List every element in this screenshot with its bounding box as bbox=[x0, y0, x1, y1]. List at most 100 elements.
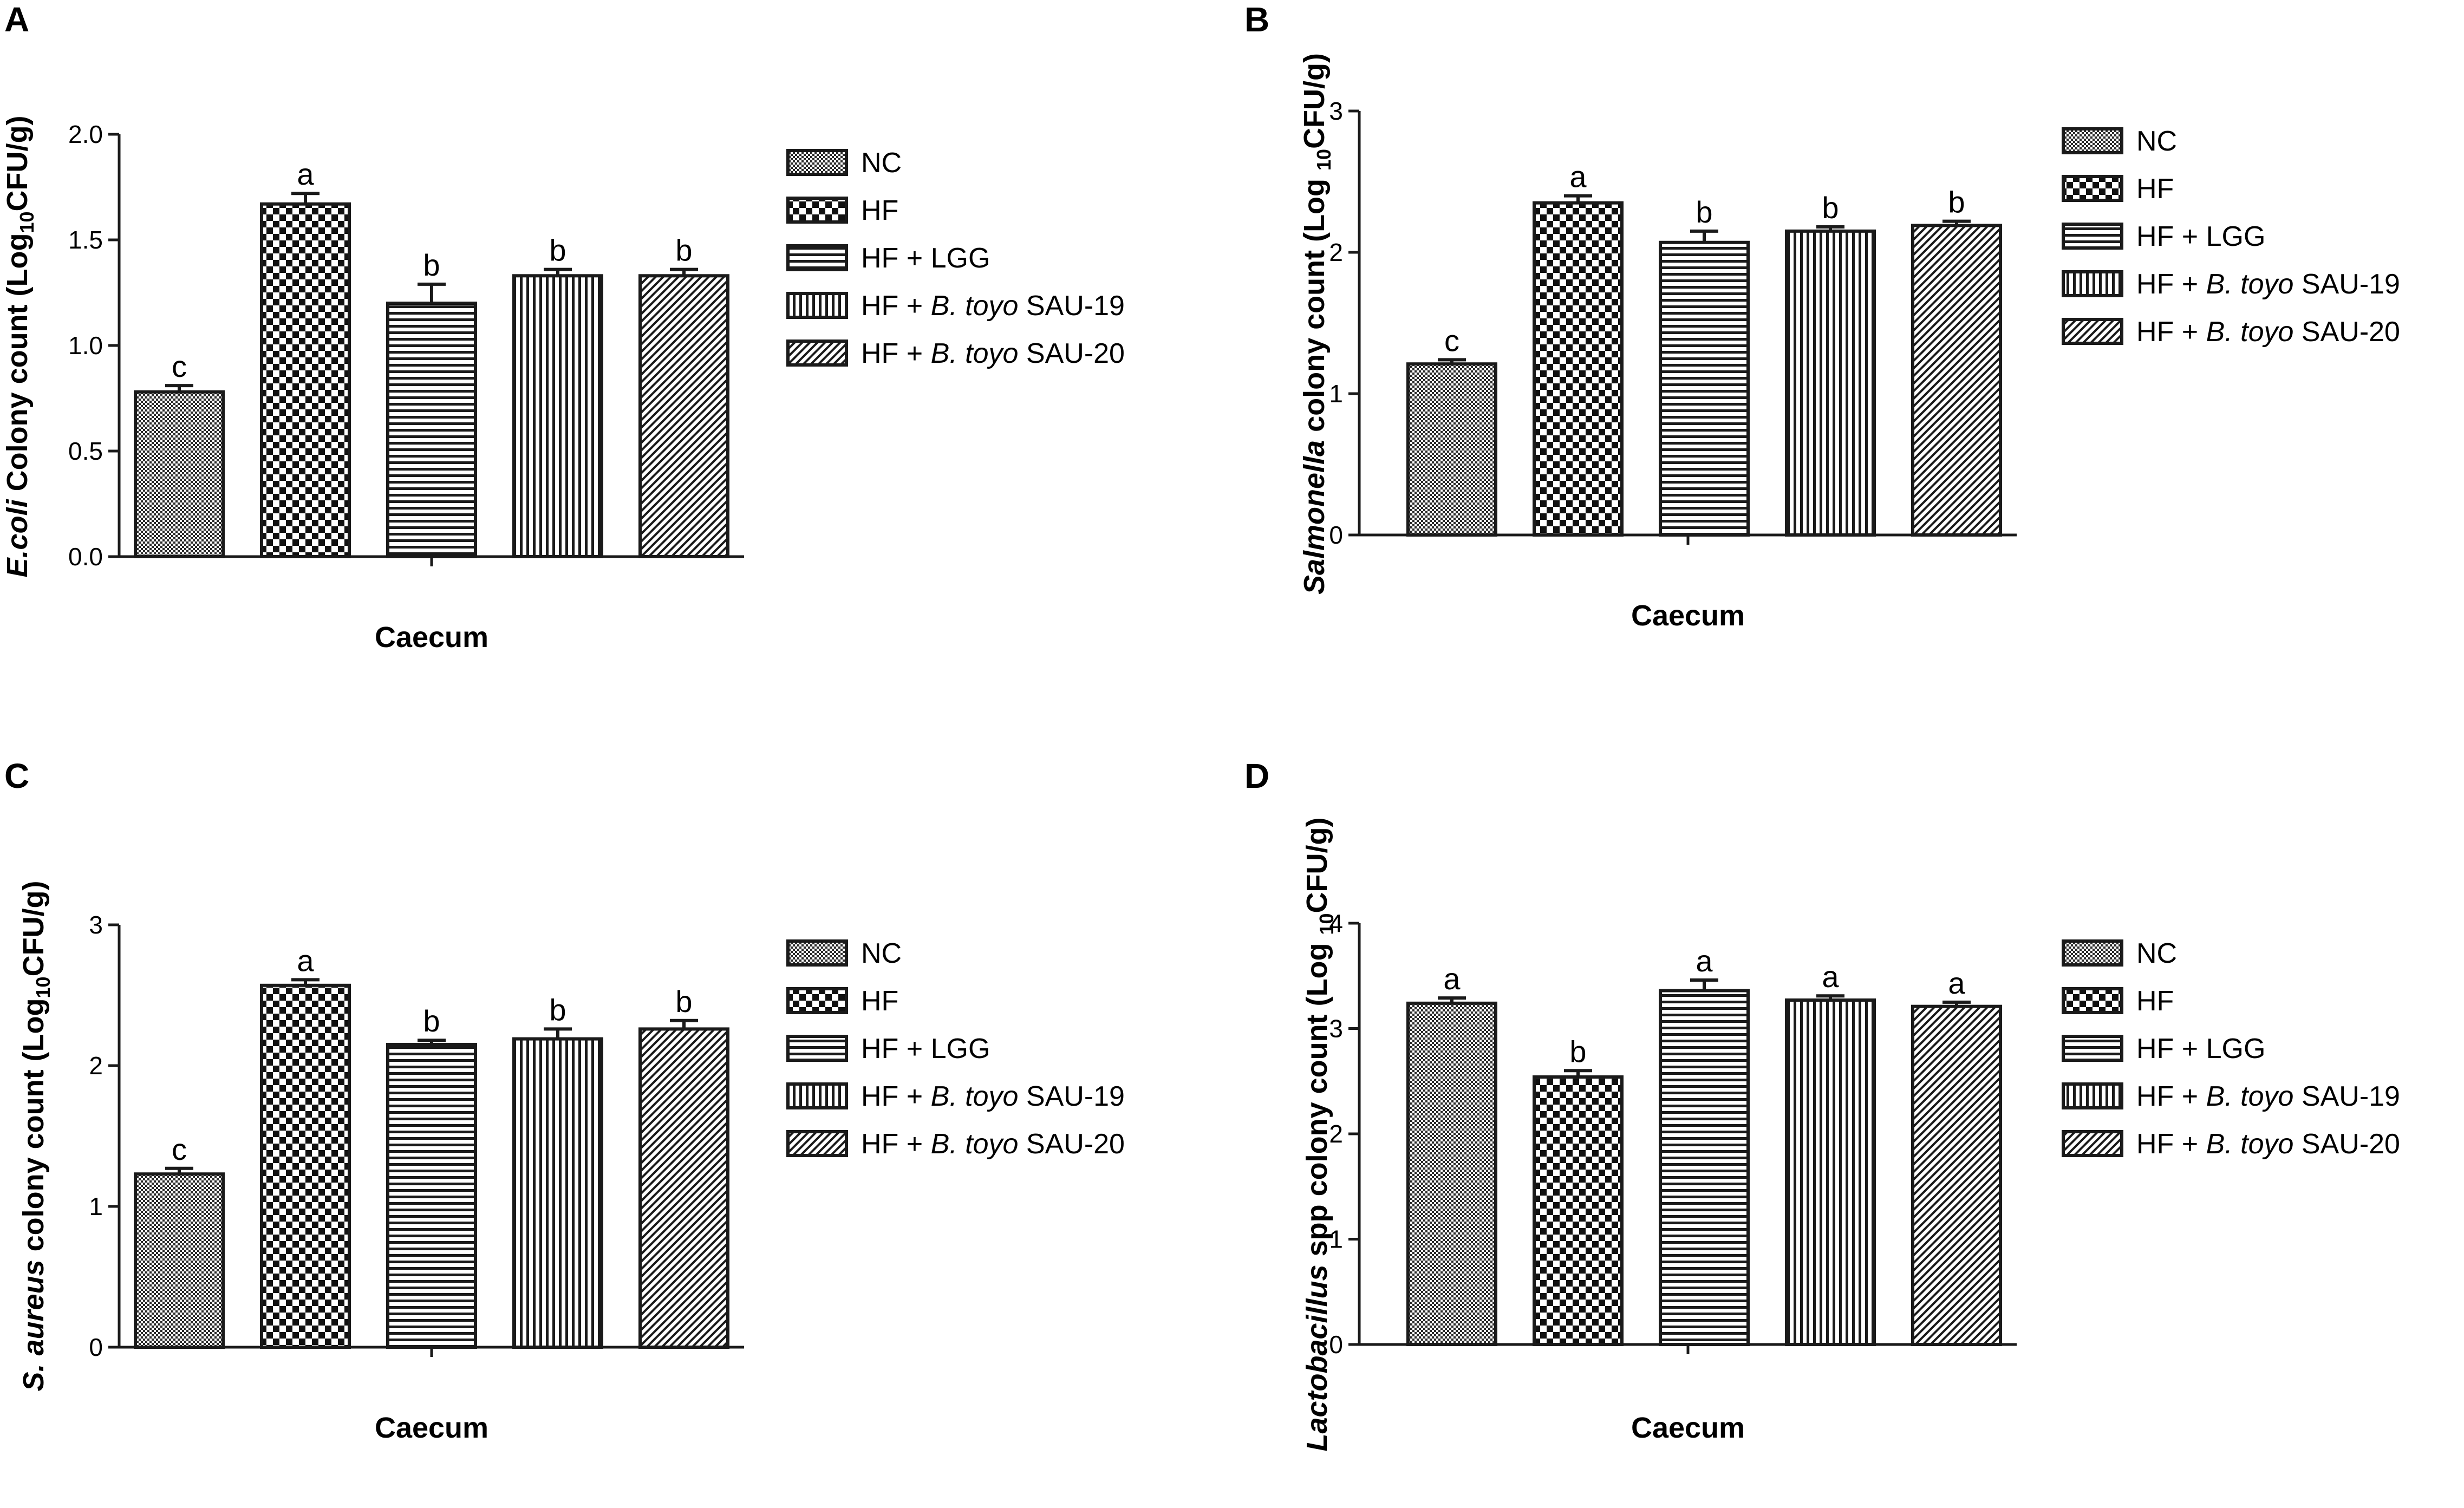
y-tick-label: 1 bbox=[89, 1192, 103, 1220]
significance-letter: a bbox=[1443, 962, 1461, 996]
x-axis-title: Caecum bbox=[1631, 1412, 1745, 1444]
significance-letter: b bbox=[675, 984, 692, 1019]
legend-label: NC bbox=[2136, 938, 2177, 969]
legend-swatch bbox=[786, 292, 848, 319]
legend-swatch bbox=[786, 340, 848, 367]
legend-label: HF bbox=[861, 195, 898, 226]
significance-letter: b bbox=[1569, 1034, 1586, 1068]
legend-swatch bbox=[2062, 1082, 2123, 1109]
y-axis-title: Lactobacillus spp colony count (Log 10CF… bbox=[1301, 817, 1338, 1451]
x-axis-title: Caecum bbox=[375, 621, 488, 654]
panel-letter-b: B bbox=[1244, 0, 1269, 39]
significance-letter: c bbox=[1444, 323, 1459, 357]
panel-letter-c: C bbox=[4, 756, 29, 795]
y-axis-title: S. aureus colony count (Log10CFU/g) bbox=[17, 880, 54, 1391]
legend-label: HF + B. toyo SAU-19 bbox=[2136, 269, 2400, 300]
significance-letter: a bbox=[1569, 160, 1587, 194]
legend-label: HF bbox=[2136, 173, 2174, 205]
bar bbox=[638, 274, 729, 558]
legend-label: HF + B. toyo SAU-19 bbox=[861, 290, 1125, 322]
legend-label: HF + LGG bbox=[861, 243, 990, 274]
y-tick-label: 0.5 bbox=[68, 437, 103, 465]
legend-label: HF bbox=[2136, 985, 2174, 1017]
panel-a-legend: NC HF HF + LGG HF + B. toyo SAU-19 HF + B. t… bbox=[786, 147, 1125, 369]
panel-d-legend: NC HF HF + LGG HF + B. toyo SAU-19 HF + B. t… bbox=[2062, 938, 2400, 1160]
significance-letter: c bbox=[172, 1132, 187, 1166]
legend-swatch bbox=[2062, 1130, 2123, 1157]
y-tick-label: 0 bbox=[1329, 521, 1343, 549]
significance-letter: c bbox=[172, 349, 187, 383]
y-tick-label: 0 bbox=[89, 1333, 103, 1361]
significance-letter: b bbox=[1948, 185, 1965, 219]
bar bbox=[1659, 989, 1750, 1346]
y-axis-title: Salmonella colony count (Log 10CFU/g) bbox=[1298, 53, 1335, 595]
legend-swatch bbox=[2062, 127, 2123, 154]
legend-label: NC bbox=[861, 147, 902, 179]
legend-label: NC bbox=[2136, 126, 2177, 157]
legend-label: NC bbox=[861, 938, 902, 969]
legend-label: HF + B. toyo SAU-20 bbox=[861, 338, 1125, 369]
significance-letter: b bbox=[423, 1004, 440, 1038]
legend-swatch bbox=[2062, 270, 2123, 297]
legend-swatch bbox=[2062, 987, 2123, 1014]
significance-letter: a bbox=[297, 943, 314, 977]
bar bbox=[260, 202, 351, 558]
bar bbox=[1785, 998, 1876, 1346]
significance-letter: b bbox=[1822, 191, 1839, 225]
legend-swatch bbox=[2062, 939, 2123, 967]
significance-letter: a bbox=[1696, 944, 1713, 978]
significance-letter: b bbox=[1696, 195, 1712, 229]
legend-label: HF + B. toyo SAU-20 bbox=[2136, 316, 2400, 348]
bar bbox=[134, 390, 225, 558]
bar bbox=[386, 1043, 477, 1349]
significance-letter: b bbox=[675, 233, 692, 267]
bar bbox=[512, 1037, 603, 1349]
bar bbox=[638, 1027, 729, 1349]
legend-label: HF + B. toyo SAU-20 bbox=[2136, 1128, 2400, 1160]
y-tick-label: 0.0 bbox=[68, 543, 103, 571]
significance-letter: a bbox=[1822, 959, 1839, 994]
bar bbox=[1406, 362, 1497, 537]
bar bbox=[1911, 1004, 2002, 1346]
y-tick-label: 2 bbox=[89, 1052, 103, 1080]
panel-letter-a: A bbox=[4, 0, 29, 39]
legend-swatch bbox=[2062, 175, 2123, 202]
panel-a: A 0.0 0.5 1.0 1.5 2.0 E.coli Colony count (Lo… bbox=[1, 0, 1125, 654]
y-tick-label: 3 bbox=[89, 911, 103, 939]
y-tick-label: 1.5 bbox=[68, 226, 103, 254]
legend-swatch bbox=[786, 244, 848, 271]
legend-swatch bbox=[786, 1130, 848, 1157]
significance-letter: a bbox=[1948, 966, 1965, 1000]
legend-swatch bbox=[786, 987, 848, 1014]
bar bbox=[1785, 229, 1876, 537]
legend-swatch bbox=[2062, 318, 2123, 345]
significance-letter: b bbox=[549, 993, 566, 1027]
panel-b-legend: NC HF HF + LGG HF + B. toyo SAU-19 HF + B. t… bbox=[2062, 126, 2400, 348]
y-tick-label: 3 bbox=[1329, 97, 1343, 125]
significance-letter: a bbox=[297, 157, 314, 191]
legend-label: HF + LGG bbox=[2136, 221, 2265, 252]
bar bbox=[1406, 1001, 1497, 1346]
legend-label: HF + LGG bbox=[2136, 1033, 2265, 1065]
legend-label: HF + B. toyo SAU-19 bbox=[2136, 1081, 2400, 1112]
legend-swatch bbox=[2062, 1035, 2123, 1062]
y-tick-label: 1 bbox=[1329, 1225, 1343, 1254]
y-tick-label: 0 bbox=[1329, 1330, 1343, 1359]
bar bbox=[1659, 240, 1750, 537]
legend-swatch bbox=[786, 939, 848, 967]
bar bbox=[512, 274, 603, 558]
panel-c: C 0 1 2 3 S. aureus colony count (Log10CFU/g… bbox=[4, 756, 1125, 1444]
legend-label: HF + B. toyo SAU-19 bbox=[861, 1081, 1125, 1112]
significance-letter: b bbox=[549, 233, 566, 267]
legend-label: HF + B. toyo SAU-20 bbox=[861, 1128, 1125, 1160]
bar bbox=[1911, 224, 2002, 537]
legend-label: HF bbox=[861, 985, 898, 1017]
y-tick-label: 2.0 bbox=[68, 120, 103, 148]
legend-swatch bbox=[786, 1035, 848, 1062]
legend-label: HF + LGG bbox=[861, 1033, 990, 1065]
y-axis-title: E.coli Colony count (Log10CFU/g) bbox=[1, 116, 38, 578]
